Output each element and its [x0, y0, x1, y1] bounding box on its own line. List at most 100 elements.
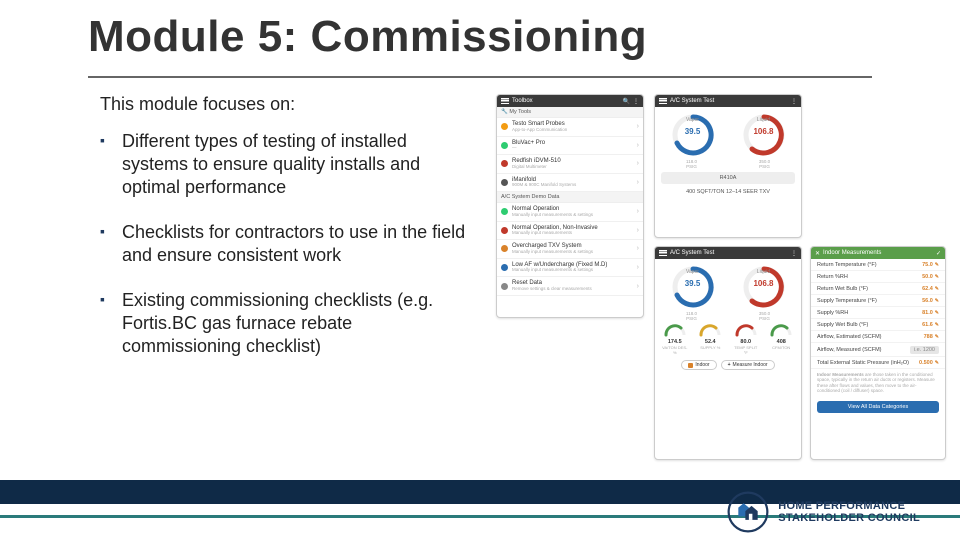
chevron-icon: › [637, 264, 639, 271]
chevron-icon: › [637, 179, 639, 186]
section-label: A/C System Demo Data [497, 192, 643, 203]
demo-row[interactable]: Reset DataRemove settings & clear measur… [497, 277, 643, 296]
demo-name: Overcharged TXV SystemManually input mea… [512, 243, 633, 255]
slide: Module 5: Commissioning This module focu… [0, 0, 960, 540]
tool-icon [501, 123, 508, 130]
chevron-icon: › [637, 245, 639, 252]
intro-text: This module focuses on: [100, 94, 295, 115]
app-bar: Indoor Measurements [811, 247, 945, 259]
tool-row[interactable]: Testo Smart ProbesApp-to-App Communicati… [497, 118, 643, 137]
title-rule [88, 76, 872, 78]
measurement-row[interactable]: Airflow, Estimated (SCFM)788✎ [811, 331, 945, 343]
demo-icon [501, 208, 508, 215]
chevron-icon: › [637, 283, 639, 290]
demo-row[interactable]: Low AF w/Undercharge (Fixed M.D)Manually… [497, 259, 643, 278]
gauge-liquid: Liquid 106.8 [742, 113, 786, 157]
measurement-row[interactable]: Supply %RH81.0✎ [811, 307, 945, 319]
note-text: Indoor Measurements are those taken in t… [811, 369, 945, 397]
bullet-item: Different types of testing of installed … [100, 130, 470, 199]
chevron-icon: › [637, 160, 639, 167]
chevron-icon: › [637, 142, 639, 149]
demo-row[interactable]: Normal Operation, Non-InvasiveManually i… [497, 222, 643, 241]
chevron-icon: › [637, 123, 639, 130]
mini-gauge: 80.0TEMP SPLIT °F [733, 323, 759, 355]
demo-icon [501, 283, 508, 290]
phone-systest-bottom: A/C System Test Vapor 39.5 Liquid 106.8 … [654, 246, 802, 460]
refrigerant-button[interactable]: R410A [661, 172, 795, 184]
logo-icon [726, 490, 770, 534]
hamburger-icon[interactable] [659, 250, 667, 256]
demo-name: Normal OperationManually input measureme… [512, 206, 633, 218]
section-label: 🔧 My Tools [497, 107, 643, 118]
tool-name: Redfish iDVM-510Digital Multimeter [512, 158, 633, 170]
app-bar: A/C System Test [655, 247, 801, 259]
check-icon[interactable] [936, 250, 941, 257]
demo-icon [501, 264, 508, 271]
search-icon[interactable]: 🔍 [623, 98, 630, 105]
phone-indoor: Indoor Measurements Return Temperature (… [810, 246, 946, 460]
app-bar: Toolbox 🔍 [497, 95, 643, 107]
measurement-row[interactable]: Supply Temperature (°F)56.0✎ [811, 295, 945, 307]
hamburger-icon[interactable] [501, 98, 509, 104]
demo-icon [501, 245, 508, 252]
measurement-row[interactable]: Return %RH50.0✎ [811, 271, 945, 283]
phone-systest-top: A/C System Test Vapor 39.5 Liquid 106.8 [654, 94, 802, 238]
chip-measure[interactable]: +Measure Indoor [721, 360, 775, 370]
measurement-row[interactable]: Supply Wet Bulb (°F)61.6✎ [811, 319, 945, 331]
gauge-liquid: Liquid 106.8 [742, 265, 786, 309]
logo: HOME PERFORMANCE STAKEHOLDER COUNCIL [726, 490, 920, 534]
tool-name: BluVac+ Pro— [512, 140, 633, 152]
demo-row[interactable]: Normal OperationManually input measureme… [497, 203, 643, 222]
chevron-icon: › [637, 208, 639, 215]
close-icon[interactable] [815, 250, 820, 257]
chevron-icon: › [637, 227, 639, 234]
gauge-readouts: 118.0PSIG 350.0PSIG [655, 311, 801, 321]
demo-name: Low AF w/Undercharge (Fixed M.D)Manually… [512, 262, 633, 274]
measurement-row[interactable]: Airflow, Measured (SCFM) i.e. 1200 [811, 343, 945, 357]
bullet-list: Different types of testing of installed … [100, 130, 470, 380]
bullet-item: Checklists for contractors to use in the… [100, 221, 470, 267]
tool-icon [501, 179, 508, 186]
app-title: Toolbox [512, 98, 533, 104]
demo-row[interactable]: Overcharged TXV SystemManually input mea… [497, 240, 643, 259]
view-all-button[interactable]: View All Data Categories [817, 401, 939, 413]
bullet-item: Existing commissioning checklists (e.g. … [100, 289, 470, 358]
mini-gauge: 52.4SUPPLY % [697, 323, 723, 355]
app-title: A/C System Test [670, 98, 714, 104]
hamburger-icon[interactable] [659, 98, 667, 104]
mini-gauge: 174.5VA/TON DES-% [662, 323, 688, 355]
measurement-row[interactable]: Return Wet Bulb (°F)62.4✎ [811, 283, 945, 295]
home-icon [688, 363, 693, 368]
mini-gauges: 174.5VA/TON DES-% 52.4SUPPLY % 80.0TEMP SP… [655, 321, 801, 357]
tool-icon [501, 160, 508, 167]
gauges: Vapor 39.5 Liquid 106.8 [655, 259, 801, 311]
chip-row: Indoor +Measure Indoor [655, 357, 801, 373]
tool-name: iManifold900M & 900C Manifold Systems [512, 177, 633, 189]
app-bar: A/C System Test [655, 95, 801, 107]
tool-row[interactable]: iManifold900M & 900C Manifold Systems › [497, 174, 643, 193]
gauges: Vapor 39.5 Liquid 106.8 [655, 107, 801, 159]
screenshot-cluster: Toolbox 🔍 🔧 My Tools Testo Smart ProbesA… [496, 94, 948, 464]
app-title: A/C System Test [670, 250, 714, 256]
tool-row[interactable]: Redfish iDVM-510Digital Multimeter › [497, 155, 643, 174]
plus-icon: + [728, 362, 731, 368]
measurement-row[interactable]: Total External Static Pressure (inH₂O) 0… [811, 357, 945, 369]
menu-icon[interactable] [791, 250, 797, 257]
status-line: 400 SQFT/TON 12–14 SEER TXV [655, 187, 801, 197]
app-title: Indoor Measurements [823, 250, 881, 256]
menu-icon[interactable] [791, 98, 797, 105]
menu-icon[interactable] [633, 98, 639, 105]
logo-text: HOME PERFORMANCE STAKEHOLDER COUNCIL [778, 500, 920, 524]
gauge-vapor: Vapor 39.5 [671, 265, 715, 309]
chip-indoor[interactable]: Indoor [681, 360, 716, 370]
demo-name: Normal Operation, Non-InvasiveManually i… [512, 225, 633, 237]
gauge-vapor: Vapor 39.5 [671, 113, 715, 157]
tool-row[interactable]: BluVac+ Pro— › [497, 137, 643, 156]
demo-icon [501, 227, 508, 234]
tool-icon [501, 142, 508, 149]
tool-name: Testo Smart ProbesApp-to-App Communicati… [512, 121, 633, 133]
phone-toolbox: Toolbox 🔍 🔧 My Tools Testo Smart ProbesA… [496, 94, 644, 318]
slide-title: Module 5: Commissioning [88, 12, 647, 62]
mini-gauge: 408CFM/TON [768, 323, 794, 355]
measurement-row[interactable]: Return Temperature (°F)75.0✎ [811, 259, 945, 271]
